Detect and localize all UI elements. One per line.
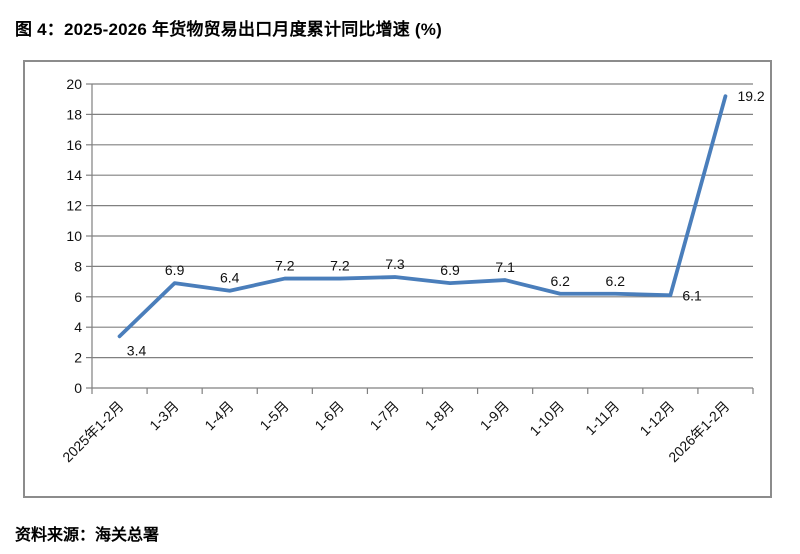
data-point-label: 6.9 bbox=[440, 262, 460, 278]
x-axis-tick-label: 1-10月 bbox=[526, 398, 567, 439]
y-axis-tick-label: 6 bbox=[74, 289, 82, 305]
y-axis-tick-label: 10 bbox=[66, 228, 82, 244]
figure-title: 图 4：2025-2026 年货物贸易出口月度累计同比增速 (%) bbox=[15, 20, 442, 39]
x-axis-tick-label: 1-4月 bbox=[201, 398, 237, 434]
y-axis-tick-label: 4 bbox=[74, 319, 82, 335]
x-axis-tick-label: 1-8月 bbox=[422, 398, 458, 434]
data-point-label: 6.2 bbox=[606, 273, 626, 289]
data-point-label: 19.2 bbox=[737, 88, 764, 104]
x-axis-tick-label: 1-6月 bbox=[311, 398, 347, 434]
x-axis-tick-label: 1-5月 bbox=[256, 398, 292, 434]
data-point-label: 6.1 bbox=[682, 287, 702, 303]
data-point-label: 6.2 bbox=[550, 273, 570, 289]
x-axis-tick-label: 1-9月 bbox=[477, 398, 513, 434]
y-axis-tick-label: 0 bbox=[74, 380, 82, 396]
data-point-label: 7.2 bbox=[330, 258, 350, 274]
data-point-label: 6.9 bbox=[165, 262, 185, 278]
data-point-label: 6.4 bbox=[220, 270, 240, 286]
y-axis-tick-label: 8 bbox=[74, 258, 82, 274]
data-point-label: 7.1 bbox=[495, 259, 515, 275]
y-axis-tick-label: 12 bbox=[66, 198, 82, 214]
line-chart: 0 2 4 6 8 10 12 14 16 18 20 2025年1-2月 1-3月 1-4月 1-5月 1-… bbox=[59, 76, 765, 465]
y-axis-tick-label: 16 bbox=[66, 137, 82, 153]
y-axis-tick-label: 18 bbox=[66, 106, 82, 122]
data-series-line bbox=[117, 94, 728, 339]
x-axis-tick-label: 1-11月 bbox=[582, 398, 622, 438]
x-axis-tick-label: 1-12月 bbox=[636, 398, 677, 439]
x-axis-tick-label: 2025年1-2月 bbox=[59, 398, 126, 465]
y-axis-tick-label: 20 bbox=[66, 76, 82, 92]
data-point-label: 3.4 bbox=[127, 342, 147, 358]
source-note: 资料来源：海关总署 bbox=[15, 527, 160, 544]
data-point-label: 7.3 bbox=[385, 256, 405, 272]
chart-frame: 0 2 4 6 8 10 12 14 16 18 20 2025年1-2月 1-3月 1-4月 1-5月 1-… bbox=[23, 60, 772, 498]
x-axis-tick-label: 1-7月 bbox=[367, 398, 403, 434]
x-axis-tick-label: 1-3月 bbox=[146, 398, 182, 434]
data-point-label: 7.2 bbox=[275, 258, 295, 274]
y-axis-tick-label: 14 bbox=[66, 167, 82, 183]
y-axis-tick-label: 2 bbox=[74, 350, 82, 366]
